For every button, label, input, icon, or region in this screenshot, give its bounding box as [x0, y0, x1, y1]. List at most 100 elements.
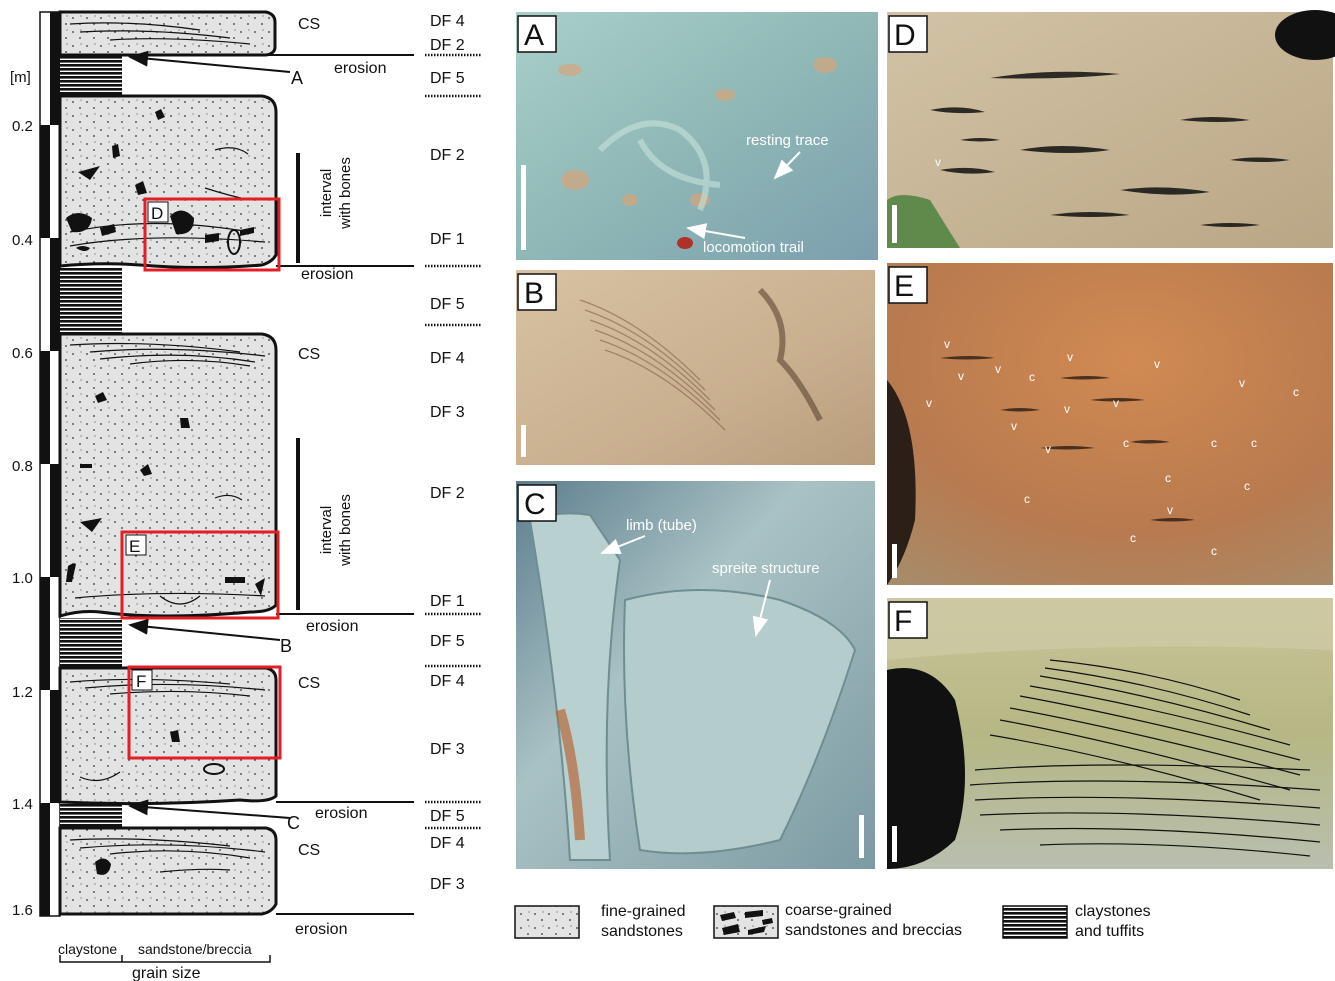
sandstone-bed: [58, 666, 278, 806]
pointer-arrow-b: [128, 618, 281, 641]
photo-panel-b: B: [516, 270, 875, 465]
arrow-letter: B: [280, 636, 292, 656]
arrow-resting-trace: [773, 151, 801, 180]
mark-c: c: [1165, 471, 1171, 485]
pointer-arrow-c: [128, 799, 291, 819]
legend-coarse-clasts: [720, 910, 773, 935]
highlight-box-f: [127, 665, 282, 760]
text-line: with bones: [337, 494, 354, 567]
mark-v: v: [1167, 503, 1173, 517]
mark-c: c: [1244, 479, 1250, 493]
erosion-lines: [122, 54, 414, 915]
grain-size-left-label: claystone: [58, 941, 117, 957]
cs-label: CS: [298, 842, 320, 859]
depth-tick-label: 0.2: [12, 118, 33, 135]
mark-v: v: [1067, 350, 1073, 364]
box-letter: F: [136, 672, 146, 691]
lamination-lines: [69, 22, 266, 873]
stratigraphic-column: [m] 0.2 0.4 0.6 0.8 1.0 1.2 1.4 1.6: [10, 10, 482, 981]
erosion-label: erosion: [334, 60, 386, 77]
sandstone-bed: [58, 10, 277, 57]
cs-label: CS: [298, 16, 320, 33]
depth-tick-label: 1.0: [12, 570, 33, 587]
claystone-bed: [60, 55, 122, 96]
clasts: [66, 109, 265, 875]
arrow-letter: C: [287, 813, 300, 833]
grain-size-caption: grain size: [132, 965, 201, 981]
bone-interval-bar: [296, 153, 300, 263]
depth-unit-label: [m]: [10, 69, 31, 86]
panel-letter: D: [894, 19, 916, 52]
claystone-bed: [60, 268, 122, 334]
df-label: DF 2: [430, 147, 465, 164]
mark-v: v: [944, 337, 950, 351]
df-label: DF 1: [430, 231, 465, 248]
legend-swatch-fine: [514, 905, 580, 939]
grain-size-axis: [59, 955, 271, 963]
mark-c: c: [1211, 544, 1217, 558]
depth-scale-segments: [40, 12, 60, 916]
mark-c: c: [1130, 531, 1136, 545]
arrow-locomotion-trail: [686, 223, 746, 239]
mark-c: c: [1211, 436, 1217, 450]
depth-tick-label: 1.6: [12, 902, 33, 919]
df-label: DF 5: [430, 70, 465, 87]
text-line: interval: [318, 506, 335, 554]
df-label: DF 5: [430, 296, 465, 313]
panel-letter: B: [524, 277, 544, 310]
mark-v: v: [1154, 357, 1160, 371]
highlight-box-d: [143, 197, 281, 272]
c-marks: c c c c c c c c c c: [1024, 370, 1299, 558]
legend-swatch-clay: [1002, 905, 1068, 939]
mark-v: v: [995, 362, 1001, 376]
df-label: DF 5: [430, 633, 465, 650]
df-label: DF 3: [430, 741, 465, 758]
photo-panel-f: F: [887, 598, 1333, 869]
photo-panel-d: D v: [887, 10, 1335, 248]
legend-label-clay: claystones and tuffits: [1075, 903, 1151, 940]
interval-label: interval with bones: [318, 494, 354, 567]
df-label: DF 3: [430, 404, 465, 421]
df-label: DF 2: [430, 37, 465, 54]
df-label: DF 4: [430, 350, 465, 367]
df-label: DF 5: [430, 808, 465, 825]
legend-label-fine: fine-grained sandstones: [601, 903, 686, 940]
clast-ring: [227, 229, 241, 255]
text-line: sandstones: [601, 923, 683, 940]
arrow-spreite-structure: [752, 579, 771, 637]
erosion-label: erosion: [315, 805, 367, 822]
mark-v: v: [958, 369, 964, 383]
legend-label-coarse: coarse-grained sandstones and breccias: [785, 902, 962, 939]
mark-v: v: [1064, 402, 1070, 416]
panel-letter: F: [894, 605, 912, 638]
cs-label: CS: [298, 346, 320, 363]
mark-c: c: [1293, 385, 1299, 399]
mark-v: v: [1113, 396, 1119, 410]
legend: fine-grained sandstones coarse-grained san…: [514, 902, 1151, 940]
text-line: fine-grained: [601, 903, 686, 920]
depth-tick-labels: 0.2 0.4 0.6 0.8 1.0 1.2 1.4 1.6: [12, 118, 33, 919]
mark-v: v: [926, 396, 932, 410]
depth-tick-label: 0.6: [12, 345, 33, 362]
mark-c: c: [1024, 492, 1030, 506]
claystone-bed: [60, 618, 122, 668]
mark-v: v: [1045, 442, 1051, 456]
text-line: claystones: [1075, 903, 1151, 920]
photo-panel-a: A resting trace locomotion trail: [516, 12, 878, 260]
v-marks: v v v v v v v v v v v v: [926, 337, 1245, 517]
arrow-letter: A: [291, 68, 303, 88]
arrow-limb-tube: [600, 535, 646, 554]
mark-v: v: [1239, 376, 1245, 390]
cs-label: CS: [298, 675, 320, 692]
box-letter: D: [151, 204, 163, 223]
grain-size-right-label: sandstone/breccia: [138, 941, 252, 957]
erosion-label: erosion: [295, 921, 347, 938]
df-label: DF 4: [430, 835, 465, 852]
photo-panel-c: C limb (tube) spreite structure: [516, 481, 875, 869]
mark-c: c: [1123, 436, 1129, 450]
sandstone-bed: [58, 332, 278, 619]
box-letter-bg: [147, 201, 169, 223]
annotation-spreite-structure: spreite structure: [712, 560, 820, 577]
erosion-label: erosion: [301, 266, 353, 283]
